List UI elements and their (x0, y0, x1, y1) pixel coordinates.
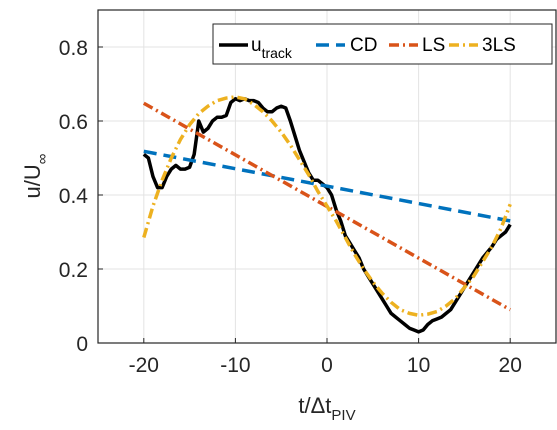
legend-label-u-track-main: u (251, 35, 262, 56)
legend: utrack CD LS 3LS (212, 23, 553, 65)
x-tick-label-1: -10 (220, 354, 250, 377)
y-axis-label-sub: ∞ (34, 153, 51, 164)
y-axis-label: u/U∞ (20, 153, 51, 198)
y-tick-label-4: 0.8 (59, 37, 88, 60)
x-axis-label-sub: PIV (331, 407, 355, 424)
series-line-3ls (142, 95, 512, 317)
legend-label-u-track: utrack (251, 35, 293, 61)
x-axis-label: t/ΔtPIV (298, 393, 355, 424)
x-tick-label-4: 20 (499, 354, 522, 377)
x-tick-label-3: 10 (407, 354, 430, 377)
series-group (142, 95, 512, 334)
x-tick-label-2: 0 (321, 354, 333, 377)
series-line-cd (143, 149, 511, 223)
x-axis-label-main: t/Δt (298, 393, 331, 418)
y-tick-label-0: 0 (76, 333, 88, 356)
y-tick-label-3: 0.6 (59, 111, 88, 134)
tick-group: -20 -10 0 10 20 0 0.2 0.4 0.6 0.8 (59, 37, 522, 377)
x-tick-label-0: -20 (129, 354, 159, 377)
legend-label-u-track-sub: track (262, 45, 293, 61)
legend-label-cd: CD (350, 35, 377, 56)
y-tick-label-1: 0.2 (59, 259, 88, 282)
legend-label-ls: LS (422, 35, 445, 56)
legend-label-3ls: 3LS (482, 35, 516, 56)
legend-box (212, 23, 553, 65)
y-axis-label-main: u/U (20, 164, 45, 198)
y-tick-label-2: 0.4 (59, 185, 89, 208)
